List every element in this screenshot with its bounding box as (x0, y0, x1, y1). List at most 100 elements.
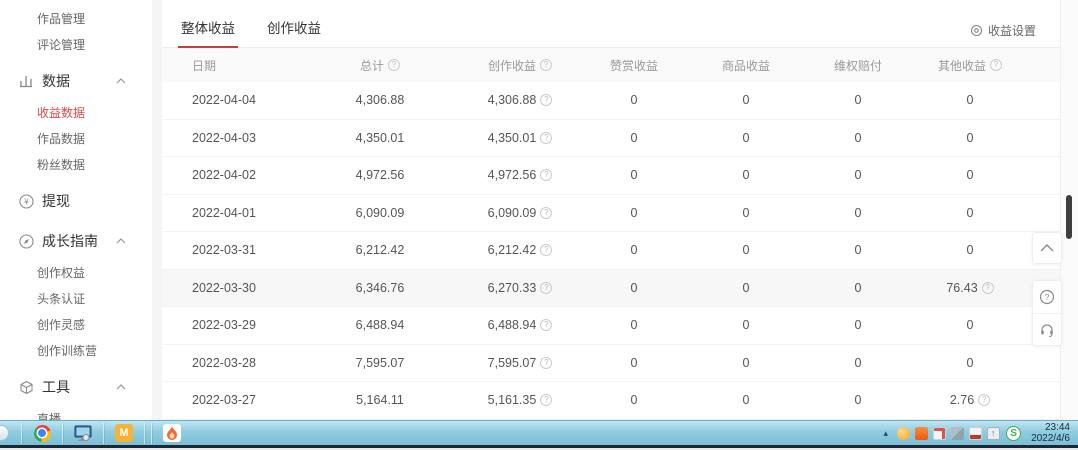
cell-creation: 4,306.88? (462, 93, 578, 107)
back-to-top-button[interactable] (1032, 232, 1062, 264)
table-row: 2022-03-31 6,212.42 6,212.42? 0 0 0 0? (162, 232, 1060, 270)
headset-icon (1039, 322, 1055, 338)
cell-total: 4,972.56 (355, 168, 405, 183)
green-s-tray-icon[interactable]: S (1006, 425, 1022, 441)
sidebar-item-works-management[interactable]: 作品管理 (37, 12, 86, 26)
table-row: 2022-03-29 6,488.94 6,488.94? 0 0 0 0? (162, 307, 1060, 345)
info-icon[interactable]: ? (540, 94, 553, 107)
withdraw-yen-icon: ¥ (18, 193, 34, 209)
info-icon[interactable]: ? (540, 59, 552, 71)
taskbar-separator (62, 422, 63, 444)
info-icon[interactable]: ? (540, 281, 553, 294)
sidebar-item-creation-camp[interactable]: 创作训练营 (37, 344, 98, 358)
table-body: 2022-04-04 4,306.88 4,306.88? 0 0 0 0? 2… (162, 82, 1060, 420)
info-icon[interactable]: ? (540, 319, 553, 332)
cell-goods: 0 (742, 393, 750, 408)
chevron-up-icon[interactable] (116, 238, 126, 244)
taskbar-clock[interactable]: 23:44 2022/4/6 (1031, 422, 1070, 444)
svg-text:?: ? (1045, 292, 1050, 302)
cell-rights: 0 (854, 130, 862, 145)
info-icon[interactable]: ? (981, 281, 994, 294)
compass-icon (18, 233, 34, 249)
tab-creation-revenue[interactable]: 创作收益 (267, 20, 321, 36)
cell-total: 4,306.88 (355, 93, 405, 108)
cell-total: 4,350.01 (355, 130, 405, 145)
cell-goods: 0 (742, 355, 750, 370)
scrollbar-track[interactable] (1060, 0, 1078, 420)
sidebar-section-growth-guide[interactable]: 成长指南 (0, 224, 152, 258)
sidebar-section-withdraw[interactable]: ¥ 提现 (0, 184, 152, 218)
cell-creation: 6,212.42? (462, 243, 578, 257)
sidebar-section-tools[interactable]: 工具 (0, 370, 152, 404)
sidebar-item-comment-management[interactable]: 评论管理 (37, 38, 86, 52)
display-settings-icon[interactable] (66, 422, 100, 445)
sidebar-section-data[interactable]: 数据 (0, 64, 152, 98)
flame-app-icon[interactable] (155, 422, 189, 445)
cell-creation: 6,090.09? (462, 206, 578, 220)
tray-icon-3[interactable] (932, 426, 946, 440)
cell-tips: 0 (630, 280, 638, 295)
tray-icon-2[interactable] (914, 426, 928, 440)
sidebar-item-fans-data[interactable]: 粉丝数据 (37, 158, 86, 172)
header-other-revenue: 其他收益? (914, 57, 1026, 74)
m-app-icon[interactable]: M (107, 422, 141, 445)
info-icon[interactable]: ? (978, 394, 991, 407)
info-icon[interactable]: ? (540, 394, 553, 407)
customer-service-button[interactable] (1033, 313, 1061, 345)
info-icon[interactable]: ? (388, 59, 400, 71)
cell-rights: 0 (854, 168, 862, 183)
tab-overall-revenue[interactable]: 整体收益 (178, 12, 238, 48)
chevron-up-icon[interactable] (116, 384, 126, 390)
info-icon[interactable]: ? (540, 206, 553, 219)
screen-bottom-edge (0, 448, 1078, 450)
cell-tips: 0 (630, 355, 638, 370)
edge-partial-icon[interactable] (0, 422, 18, 445)
info-icon[interactable]: ? (540, 169, 553, 182)
tab-bar: 整体收益 创作收益 收益设置 (162, 12, 1060, 48)
hidden-icons-arrow[interactable]: ▴ (883, 427, 889, 438)
revenue-settings-button[interactable]: 收益设置 (970, 12, 1036, 48)
question-icon: ? (1039, 289, 1055, 305)
sidebar-item-toutiao-certification[interactable]: 头条认证 (37, 292, 86, 306)
scrollbar-thumb[interactable] (1066, 195, 1072, 239)
cell-total: 6,346.76 (355, 280, 405, 295)
assist-rail: ? (1032, 280, 1062, 346)
taskbar-separator (151, 422, 152, 444)
cell-creation: 5,161.35? (462, 393, 578, 407)
cell-goods: 0 (742, 93, 750, 108)
sidebar-item-revenue-data[interactable]: 收益数据 (37, 106, 86, 120)
info-icon[interactable]: ? (990, 59, 1002, 71)
sidebar-item-creation-rights[interactable]: 创作权益 (37, 266, 86, 280)
info-icon[interactable]: ? (540, 356, 553, 369)
header-tip-revenue: 赞赏收益 (609, 58, 658, 73)
sidebar-item-creation-inspiration[interactable]: 创作灵感 (37, 318, 86, 332)
cell-total: 6,212.42 (355, 243, 405, 258)
cell-date: 2022-04-02 (192, 168, 256, 183)
header-goods-revenue: 商品收益 (721, 58, 770, 73)
tray-icon-4[interactable] (950, 426, 964, 440)
cell-other: 2.76? (914, 393, 1026, 407)
help-button[interactable]: ? (1033, 281, 1061, 313)
chevron-up-icon[interactable] (116, 78, 126, 84)
screen-bottom-strip (0, 445, 1078, 448)
tray-icon-5[interactable] (968, 426, 982, 440)
cell-total: 7,595.07 (355, 355, 405, 370)
tray-icon-1[interactable] (896, 426, 910, 440)
chrome-icon[interactable] (25, 422, 59, 445)
cell-goods: 0 (742, 243, 750, 258)
info-icon[interactable]: ? (540, 131, 553, 144)
sidebar-section-label: 成长指南 (42, 233, 98, 249)
cell-creation: 4,972.56? (462, 168, 578, 182)
cell-tips: 0 (630, 318, 638, 333)
cell-rights: 0 (854, 393, 862, 408)
info-icon[interactable]: ? (540, 244, 553, 257)
sidebar-item-works-data[interactable]: 作品数据 (37, 132, 86, 146)
cell-tips: 0 (630, 93, 638, 108)
tray-icon-up-arrow[interactable]: ↑ (986, 426, 1000, 440)
taskbar-separator (144, 422, 145, 444)
cell-other: 0? (966, 93, 974, 108)
cell-other: 0? (966, 168, 974, 183)
taskbar-separator (21, 422, 22, 444)
cell-creation: 7,595.07? (462, 356, 578, 370)
